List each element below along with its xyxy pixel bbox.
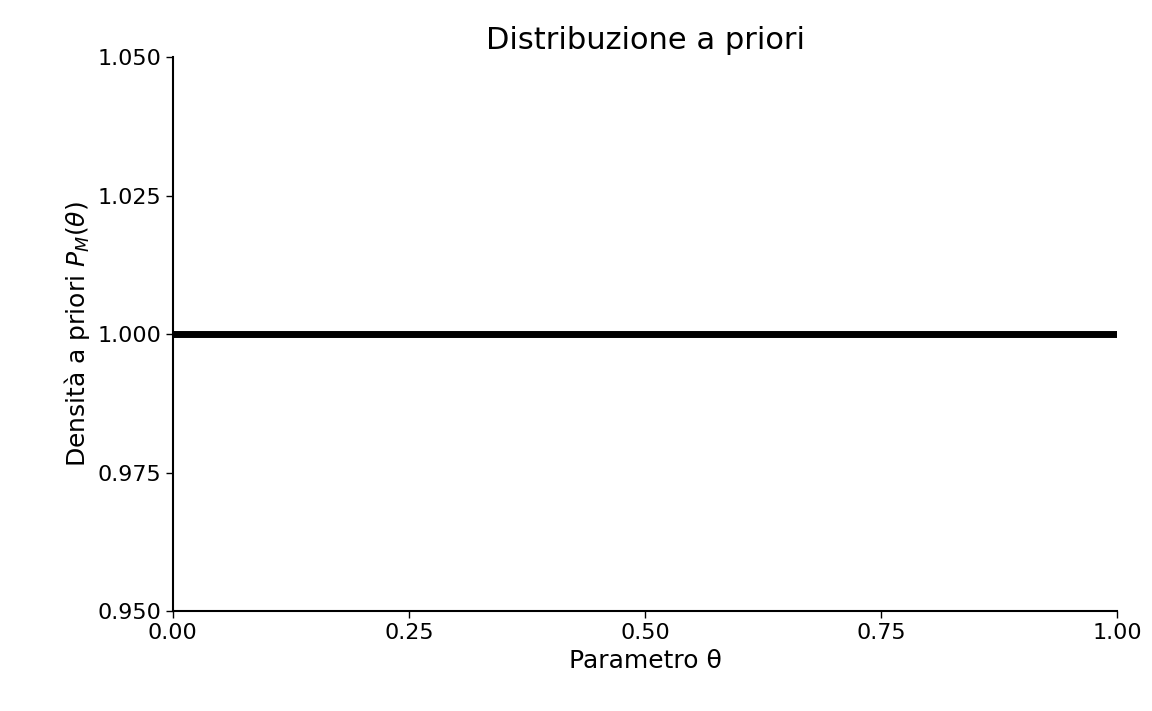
Title: Distribuzione a priori: Distribuzione a priori [486,26,804,55]
X-axis label: Parametro θ: Parametro θ [569,649,721,673]
Y-axis label: Densità a priori $P_M(\theta)$: Densità a priori $P_M(\theta)$ [61,201,91,467]
